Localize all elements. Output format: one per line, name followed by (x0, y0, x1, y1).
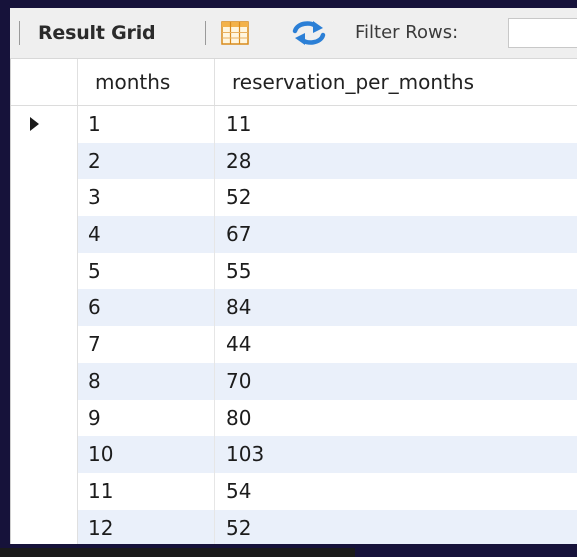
row-marker[interactable] (11, 399, 78, 437)
table-cell[interactable]: 7 (78, 326, 215, 363)
table-cell[interactable]: 11 (78, 472, 215, 510)
row-marker[interactable] (11, 252, 78, 290)
row-marker[interactable] (11, 436, 78, 473)
table-cell[interactable]: 52 (215, 509, 577, 544)
table-row[interactable]: 8 70 (11, 362, 577, 400)
table-cell[interactable]: 11 (226, 112, 252, 136)
table-cell[interactable]: 84 (215, 289, 577, 327)
table-cell[interactable]: 3 (78, 179, 215, 217)
table-cell[interactable]: 8 (78, 362, 215, 400)
table-row[interactable]: 12 52 (11, 509, 577, 544)
table-row[interactable]: 9 80 (11, 399, 577, 437)
row-marker[interactable] (11, 179, 78, 217)
table-cell[interactable]: 12 (78, 509, 215, 544)
toolbar-divider (19, 21, 20, 45)
current-row-pointer-icon (30, 117, 39, 131)
table-cell[interactable]: 28 (215, 142, 577, 180)
toolbar-divider (205, 21, 206, 45)
table-row[interactable]: 3 52 (11, 179, 577, 217)
row-marker[interactable] (11, 106, 78, 143)
table-row[interactable]: 10 103 (11, 436, 577, 473)
table-body: 1 11 2 28 3 52 4 67 5 55 (11, 106, 577, 544)
table-cell[interactable]: 80 (226, 405, 252, 430)
table-row[interactable]: 5 55 (11, 252, 577, 290)
result-grid-panel: Result Grid Filter Rows: months reservat… (10, 8, 577, 544)
row-marker[interactable] (11, 509, 78, 544)
table-cell[interactable]: 2 (78, 142, 215, 180)
filter-rows-input[interactable] (508, 18, 577, 48)
result-table[interactable]: months reservation_per_months 1 11 2 28 … (10, 59, 577, 544)
table-cell[interactable]: 10 (78, 436, 215, 473)
background-bar (0, 548, 355, 557)
row-marker-header (11, 59, 78, 105)
row-marker[interactable] (11, 326, 78, 363)
row-marker[interactable] (11, 142, 78, 180)
table-cell[interactable]: 55 (226, 258, 252, 283)
filter-rows-label: Filter Rows: (355, 22, 459, 43)
table-row[interactable]: 2 28 (11, 142, 577, 180)
result-grid-tab[interactable]: Result Grid (38, 22, 156, 44)
table-cell[interactable]: 70 (215, 362, 577, 400)
table-row[interactable]: 7 44 (11, 326, 577, 363)
table-cell[interactable]: 67 (215, 216, 577, 253)
refresh-icon[interactable] (289, 18, 329, 48)
table-cell[interactable]: 52 (226, 185, 252, 210)
table-row[interactable]: 6 84 (11, 289, 577, 327)
table-cell[interactable]: 44 (226, 332, 252, 357)
table-row[interactable]: 4 67 (11, 216, 577, 253)
table-cell[interactable]: 1 (78, 106, 215, 143)
table-cell[interactable]: 4 (78, 216, 215, 253)
row-marker[interactable] (11, 362, 78, 400)
column-header-reservation-per-months[interactable]: reservation_per_months (232, 70, 474, 94)
table-row[interactable]: 1 11 (11, 106, 577, 143)
column-header-months[interactable]: months (78, 59, 215, 105)
table-row[interactable]: 11 54 (11, 472, 577, 510)
table-cell[interactable]: 9 (78, 399, 215, 437)
result-toolbar: Result Grid Filter Rows: (10, 8, 577, 59)
row-marker[interactable] (11, 216, 78, 253)
table-header: months reservation_per_months (11, 59, 577, 106)
table-cell[interactable]: 103 (215, 436, 577, 473)
table-cell[interactable]: 5 (78, 252, 215, 290)
table-cell[interactable]: 54 (226, 478, 252, 503)
row-marker[interactable] (11, 289, 78, 327)
row-marker[interactable] (11, 472, 78, 510)
table-cell[interactable]: 6 (78, 289, 215, 327)
grid-layout-icon[interactable] (221, 21, 249, 45)
